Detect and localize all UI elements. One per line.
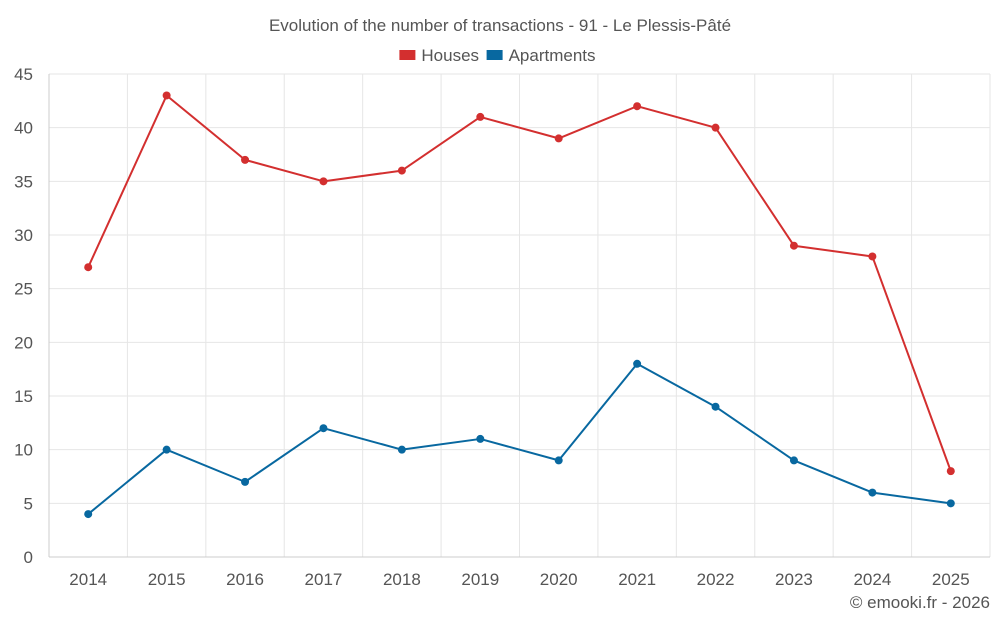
legend-label-apartments[interactable]: Apartments <box>509 46 596 65</box>
x-tick-label: 2025 <box>932 570 970 589</box>
data-point-houses[interactable] <box>84 263 93 272</box>
legend: Houses Apartments <box>399 46 596 65</box>
x-tick-label: 2017 <box>305 570 343 589</box>
data-point-apartments[interactable] <box>554 456 563 465</box>
data-point-houses[interactable] <box>554 134 563 143</box>
x-tick-label: 2014 <box>69 570 107 589</box>
x-tick-label: 2015 <box>148 570 186 589</box>
y-tick-label: 20 <box>14 333 33 352</box>
series-line-houses <box>87 94 952 472</box>
data-point-apartments[interactable] <box>84 510 93 519</box>
credit-text: © emooki.fr - 2026 <box>849 593 990 612</box>
y-tick-label: 15 <box>14 387 33 406</box>
data-point-apartments[interactable] <box>319 424 328 433</box>
y-tick-label: 45 <box>14 65 33 84</box>
y-tick-label: 35 <box>14 172 33 191</box>
x-tick-label: 2022 <box>697 570 735 589</box>
data-point-houses[interactable] <box>319 177 328 186</box>
x-tick-label: 2020 <box>540 570 578 589</box>
data-point-apartments[interactable] <box>397 445 406 454</box>
data-point-houses[interactable] <box>711 123 720 132</box>
data-point-houses[interactable] <box>476 112 485 121</box>
data-point-apartments[interactable] <box>241 477 250 486</box>
legend-swatch-apartments[interactable] <box>486 50 503 60</box>
data-point-apartments[interactable] <box>711 402 720 411</box>
data-point-houses[interactable] <box>789 241 798 250</box>
x-tick-label: 2023 <box>775 570 813 589</box>
y-tick-label: 40 <box>14 119 33 138</box>
y-tick-label: 25 <box>14 280 33 299</box>
data-point-apartments[interactable] <box>476 434 485 443</box>
legend-label-houses[interactable]: Houses <box>421 46 479 65</box>
series-line-apartments <box>87 362 951 515</box>
y-tick-label: 10 <box>14 441 33 460</box>
data-point-houses[interactable] <box>868 252 877 261</box>
data-point-houses[interactable] <box>397 166 406 175</box>
legend-swatch-houses[interactable] <box>399 50 416 60</box>
data-point-houses[interactable] <box>633 102 642 111</box>
data-point-apartments[interactable] <box>868 488 877 497</box>
x-tick-label: 2024 <box>853 570 891 589</box>
y-tick-label: 30 <box>14 226 33 245</box>
y-axis: 0 5 10 15 20 25 30 35 40 45 <box>14 65 50 567</box>
x-tick-label: 2021 <box>618 570 656 589</box>
data-point-apartments[interactable] <box>162 445 171 454</box>
x-tick-label: 2018 <box>383 570 421 589</box>
x-tick-label: 2019 <box>461 570 499 589</box>
x-axis: 2014 2015 2016 2017 2018 2019 2020 2021 2022 2023… <box>49 556 990 589</box>
series-group <box>84 91 955 519</box>
chart-title: Evolution of the number of transactions … <box>269 16 731 35</box>
data-point-houses[interactable] <box>241 155 250 164</box>
data-point-apartments[interactable] <box>633 359 642 368</box>
data-point-houses[interactable] <box>162 91 171 100</box>
y-tick-label: 5 <box>24 494 33 513</box>
y-tick-label: 0 <box>24 548 33 567</box>
gridlines <box>48 73 991 558</box>
x-tick-label: 2016 <box>226 570 264 589</box>
data-point-apartments[interactable] <box>946 499 955 508</box>
data-point-houses[interactable] <box>946 467 955 476</box>
data-point-apartments[interactable] <box>789 456 798 465</box>
